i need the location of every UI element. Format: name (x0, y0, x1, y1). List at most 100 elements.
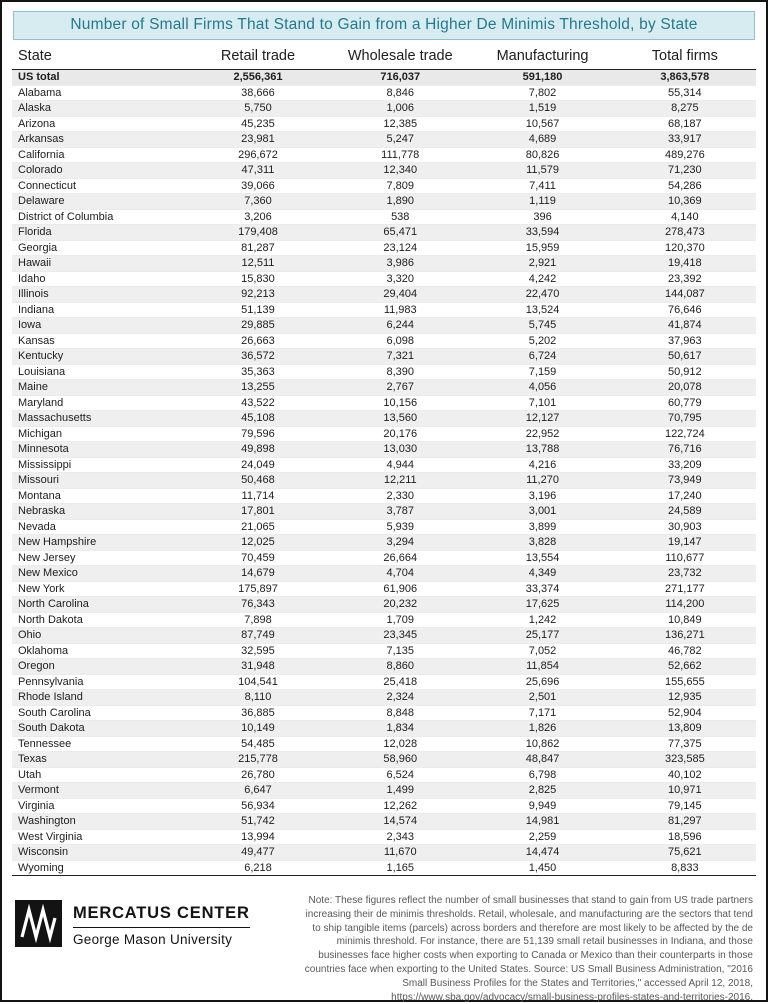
value-cell: 7,135 (329, 643, 472, 659)
value-cell: 45,108 (186, 410, 330, 427)
table-row: Missouri 50,468 12,211 11,270 73,949 (12, 472, 756, 489)
state-cell: US total (12, 69, 187, 86)
value-cell: 10,149 (186, 720, 330, 737)
table-row: Iowa 29,885 6,244 5,745 41,874 (12, 317, 756, 334)
value-cell: 1,242 (471, 612, 614, 628)
state-cell: Delaware (12, 193, 187, 210)
value-cell: 10,369 (613, 193, 756, 210)
value-cell: 10,862 (471, 736, 614, 752)
value-cell: 7,101 (471, 395, 614, 411)
value-cell: 6,524 (329, 767, 472, 783)
table-row: Kansas 26,663 6,098 5,202 37,963 (12, 333, 756, 349)
value-cell: 70,795 (613, 410, 756, 427)
column-header-retail-trade: Retail trade (186, 45, 330, 70)
value-cell: 1,165 (329, 860, 472, 876)
value-cell: 3,863,578 (613, 69, 756, 86)
value-cell: 23,345 (329, 627, 472, 644)
value-cell: 76,343 (186, 596, 330, 613)
state-cell: Maryland (12, 395, 187, 411)
value-cell: 538 (329, 209, 472, 225)
mercatus-logo: MERCATUS CENTER George Mason University (15, 900, 250, 952)
table-row: Alabama 38,666 8,846 7,802 55,314 (12, 85, 756, 101)
value-cell: 33,917 (613, 131, 756, 148)
value-cell: 14,574 (329, 813, 472, 830)
value-cell: 13,994 (186, 829, 330, 845)
state-cell: Kentucky (12, 348, 187, 365)
state-cell: New Hampshire (12, 534, 187, 551)
value-cell: 278,473 (613, 224, 756, 241)
table-row: Nevada 21,065 5,939 3,899 30,903 (12, 519, 756, 535)
value-cell: 41,874 (613, 317, 756, 334)
table-row: District of Columbia 3,206 538 396 4,140 (12, 209, 756, 225)
value-cell: 7,898 (186, 612, 330, 628)
value-cell: 13,554 (471, 550, 614, 566)
value-cell: 10,849 (613, 612, 756, 628)
state-cell: North Dakota (12, 612, 187, 628)
state-cell: Iowa (12, 317, 187, 334)
value-cell: 2,921 (471, 255, 614, 272)
value-cell: 77,375 (613, 736, 756, 752)
value-cell: 39,066 (186, 178, 330, 194)
value-cell: 396 (471, 209, 614, 225)
table-row: Kentucky 36,572 7,321 6,724 50,617 (12, 348, 756, 365)
table-row: Michigan 79,596 20,176 22,952 122,724 (12, 426, 756, 442)
value-cell: 87,749 (186, 627, 330, 644)
state-cell: Oklahoma (12, 643, 187, 659)
value-cell: 2,259 (471, 829, 614, 845)
table-row: Pennsylvania 104,541 25,418 25,696 155,655 (12, 674, 756, 690)
value-cell: 2,343 (329, 829, 472, 845)
value-cell: 4,944 (329, 457, 472, 473)
value-cell: 7,802 (471, 85, 614, 101)
value-cell: 3,001 (471, 503, 614, 520)
value-cell: 4,056 (471, 379, 614, 396)
value-cell: 48,847 (471, 751, 614, 768)
value-cell: 52,904 (613, 705, 756, 721)
value-cell: 179,408 (186, 224, 330, 241)
value-cell: 3,899 (471, 519, 614, 535)
value-cell: 11,854 (471, 658, 614, 675)
logo-subtitle: George Mason University (73, 931, 233, 947)
value-cell: 38,666 (186, 85, 330, 101)
table-row: Hawaii 12,511 3,986 2,921 19,418 (12, 255, 756, 272)
value-cell: 8,846 (329, 85, 472, 101)
value-cell: 1,450 (471, 860, 614, 876)
table-row: New Mexico 14,679 4,704 4,349 23,732 (12, 565, 756, 582)
value-cell: 79,145 (613, 798, 756, 814)
table-row: Arkansas 23,981 5,247 4,689 33,917 (12, 131, 756, 148)
value-cell: 716,037 (329, 69, 472, 86)
value-cell: 11,983 (329, 302, 472, 318)
column-header-manufacturing: Manufacturing (471, 45, 614, 70)
value-cell: 61,906 (329, 581, 472, 597)
table-row: Tennessee 54,485 12,028 10,862 77,375 (12, 736, 756, 752)
value-cell: 50,468 (186, 472, 330, 489)
value-cell: 22,470 (471, 286, 614, 303)
value-cell: 49,477 (186, 844, 330, 861)
value-cell: 2,556,361 (186, 69, 330, 86)
table-row: Idaho 15,830 3,320 4,242 23,392 (12, 271, 756, 287)
value-cell: 120,370 (613, 240, 756, 256)
value-cell: 7,159 (471, 364, 614, 380)
value-cell: 30,903 (613, 519, 756, 535)
value-cell: 1,890 (329, 193, 472, 210)
value-cell: 5,247 (329, 131, 472, 148)
state-cell: Louisiana (12, 364, 187, 380)
value-cell: 33,374 (471, 581, 614, 597)
value-cell: 56,934 (186, 798, 330, 814)
value-cell: 7,171 (471, 705, 614, 721)
table-row: Virginia 56,934 12,262 9,949 79,145 (12, 798, 756, 814)
value-cell: 6,098 (329, 333, 472, 349)
value-cell: 7,321 (329, 348, 472, 365)
value-cell: 3,294 (329, 534, 472, 551)
value-cell: 23,392 (613, 271, 756, 287)
value-cell: 110,677 (613, 550, 756, 566)
value-cell: 37,963 (613, 333, 756, 349)
source-note: Note: These figures reflect the number o… (304, 895, 753, 1003)
mercatus-m-logo-icon (15, 900, 62, 952)
table-row: Louisiana 35,363 8,390 7,159 50,912 (12, 364, 756, 380)
state-cell: Montana (12, 488, 187, 504)
value-cell: 20,232 (329, 596, 472, 613)
state-cell: North Carolina (12, 596, 187, 613)
value-cell: 14,474 (471, 844, 614, 861)
value-cell: 25,696 (471, 674, 614, 690)
value-cell: 54,485 (186, 736, 330, 752)
